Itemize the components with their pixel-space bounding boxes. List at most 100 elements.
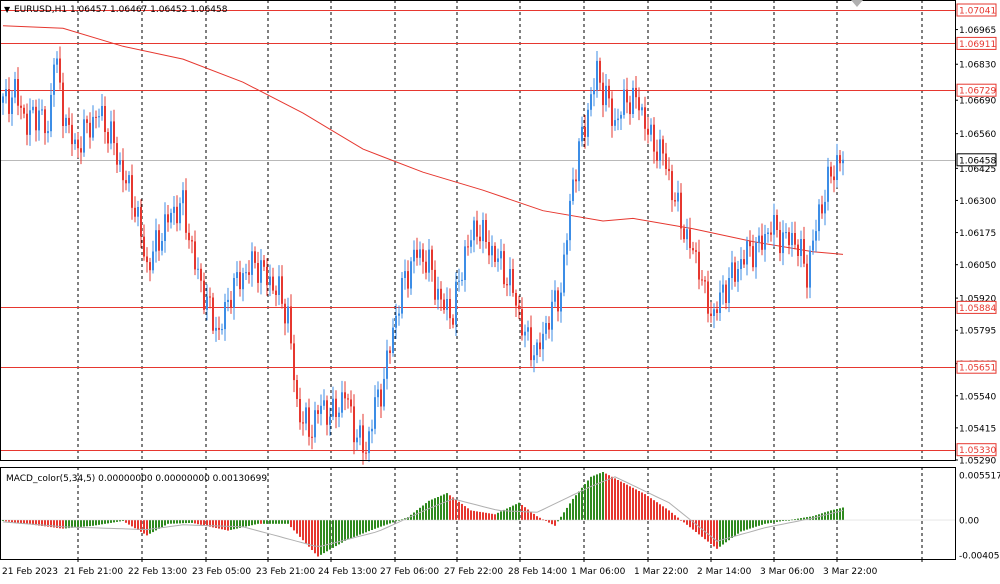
candle[interactable] — [656, 139, 658, 169]
candle[interactable] — [392, 318, 394, 357]
candle[interactable] — [227, 287, 229, 312]
candle[interactable] — [209, 287, 211, 309]
candle[interactable] — [437, 276, 439, 310]
candle[interactable] — [407, 260, 409, 298]
candle[interactable] — [239, 260, 241, 297]
candle[interactable] — [341, 380, 343, 418]
candle[interactable] — [521, 297, 523, 341]
candle[interactable] — [806, 254, 808, 299]
candle[interactable] — [482, 212, 484, 254]
candle[interactable] — [431, 245, 433, 282]
candle[interactable] — [35, 99, 37, 142]
candle[interactable] — [809, 245, 811, 299]
candle[interactable] — [671, 164, 673, 212]
candle[interactable] — [473, 216, 475, 253]
candle[interactable] — [617, 108, 619, 131]
candle[interactable] — [560, 282, 562, 323]
candle[interactable] — [815, 219, 817, 253]
candle[interactable] — [635, 76, 637, 109]
candle[interactable] — [725, 280, 727, 310]
candle[interactable] — [638, 87, 640, 121]
candle[interactable] — [134, 196, 136, 223]
candle[interactable] — [359, 419, 361, 446]
candle[interactable] — [620, 111, 622, 130]
candle[interactable] — [749, 230, 751, 257]
candle[interactable] — [176, 195, 178, 232]
candle[interactable] — [602, 72, 604, 118]
candle[interactable] — [686, 218, 688, 250]
horizontal-levels[interactable] — [0, 10, 955, 451]
candle[interactable] — [716, 301, 718, 321]
candle[interactable] — [317, 404, 319, 424]
candle[interactable] — [800, 230, 802, 268]
candle[interactable] — [182, 182, 184, 216]
candle[interactable] — [536, 339, 538, 364]
candle[interactable] — [314, 401, 316, 443]
candle[interactable] — [827, 157, 829, 211]
candle[interactable] — [596, 51, 598, 98]
candle[interactable] — [164, 202, 166, 253]
candle[interactable] — [365, 441, 367, 460]
candle[interactable] — [461, 272, 463, 286]
candle[interactable] — [713, 303, 715, 329]
candle[interactable] — [662, 135, 664, 166]
candle[interactable] — [785, 223, 787, 239]
candle[interactable] — [752, 234, 754, 272]
candle[interactable] — [20, 95, 22, 120]
candle[interactable] — [272, 267, 274, 294]
candle[interactable] — [233, 273, 235, 320]
candle[interactable] — [11, 90, 13, 126]
candle[interactable] — [212, 292, 214, 334]
candle[interactable] — [374, 385, 376, 435]
candle[interactable] — [353, 394, 355, 455]
candle[interactable] — [62, 72, 64, 139]
candle[interactable] — [2, 93, 4, 115]
candle[interactable] — [200, 263, 202, 293]
candle[interactable] — [254, 246, 256, 269]
candle[interactable] — [47, 120, 49, 143]
candle[interactable] — [98, 108, 100, 128]
candle[interactable] — [146, 247, 148, 273]
candle[interactable] — [299, 387, 301, 430]
candle[interactable] — [689, 217, 691, 259]
candle[interactable] — [623, 79, 625, 119]
candle[interactable] — [680, 183, 682, 240]
candle[interactable] — [767, 228, 769, 243]
candle[interactable] — [653, 117, 655, 164]
candle[interactable] — [188, 223, 190, 249]
candle[interactable] — [605, 74, 607, 112]
candle[interactable] — [23, 104, 25, 119]
candle[interactable] — [488, 230, 490, 265]
candle[interactable] — [221, 323, 223, 335]
candle[interactable] — [548, 316, 550, 339]
candle[interactable] — [194, 230, 196, 276]
candle[interactable] — [641, 103, 643, 116]
candle[interactable] — [242, 267, 244, 302]
candle[interactable] — [434, 260, 436, 305]
candle[interactable] — [173, 196, 175, 225]
candle[interactable] — [356, 429, 358, 451]
candle[interactable] — [509, 257, 511, 297]
candle[interactable] — [410, 257, 412, 295]
candle[interactable] — [104, 96, 106, 144]
candle[interactable] — [557, 287, 559, 322]
candle[interactable] — [305, 402, 307, 431]
candle[interactable] — [335, 390, 337, 429]
candle[interactable] — [275, 285, 277, 307]
candle[interactable] — [479, 224, 481, 249]
candle[interactable] — [179, 197, 181, 231]
candle[interactable] — [512, 258, 514, 297]
candle[interactable] — [167, 205, 169, 232]
candle[interactable] — [593, 78, 595, 107]
candle[interactable] — [344, 381, 346, 411]
candle[interactable] — [215, 316, 217, 342]
price-axis[interactable]: 1.06965 1.06830 1.06690 1.06560 1.06425 1.063… — [955, 26, 996, 467]
candle[interactable] — [311, 424, 313, 450]
candlesticks[interactable] — [2, 46, 844, 465]
candle[interactable] — [161, 233, 163, 256]
candle[interactable] — [377, 381, 379, 407]
candle[interactable] — [803, 226, 805, 268]
candle[interactable] — [587, 103, 589, 146]
candle[interactable] — [452, 314, 454, 329]
